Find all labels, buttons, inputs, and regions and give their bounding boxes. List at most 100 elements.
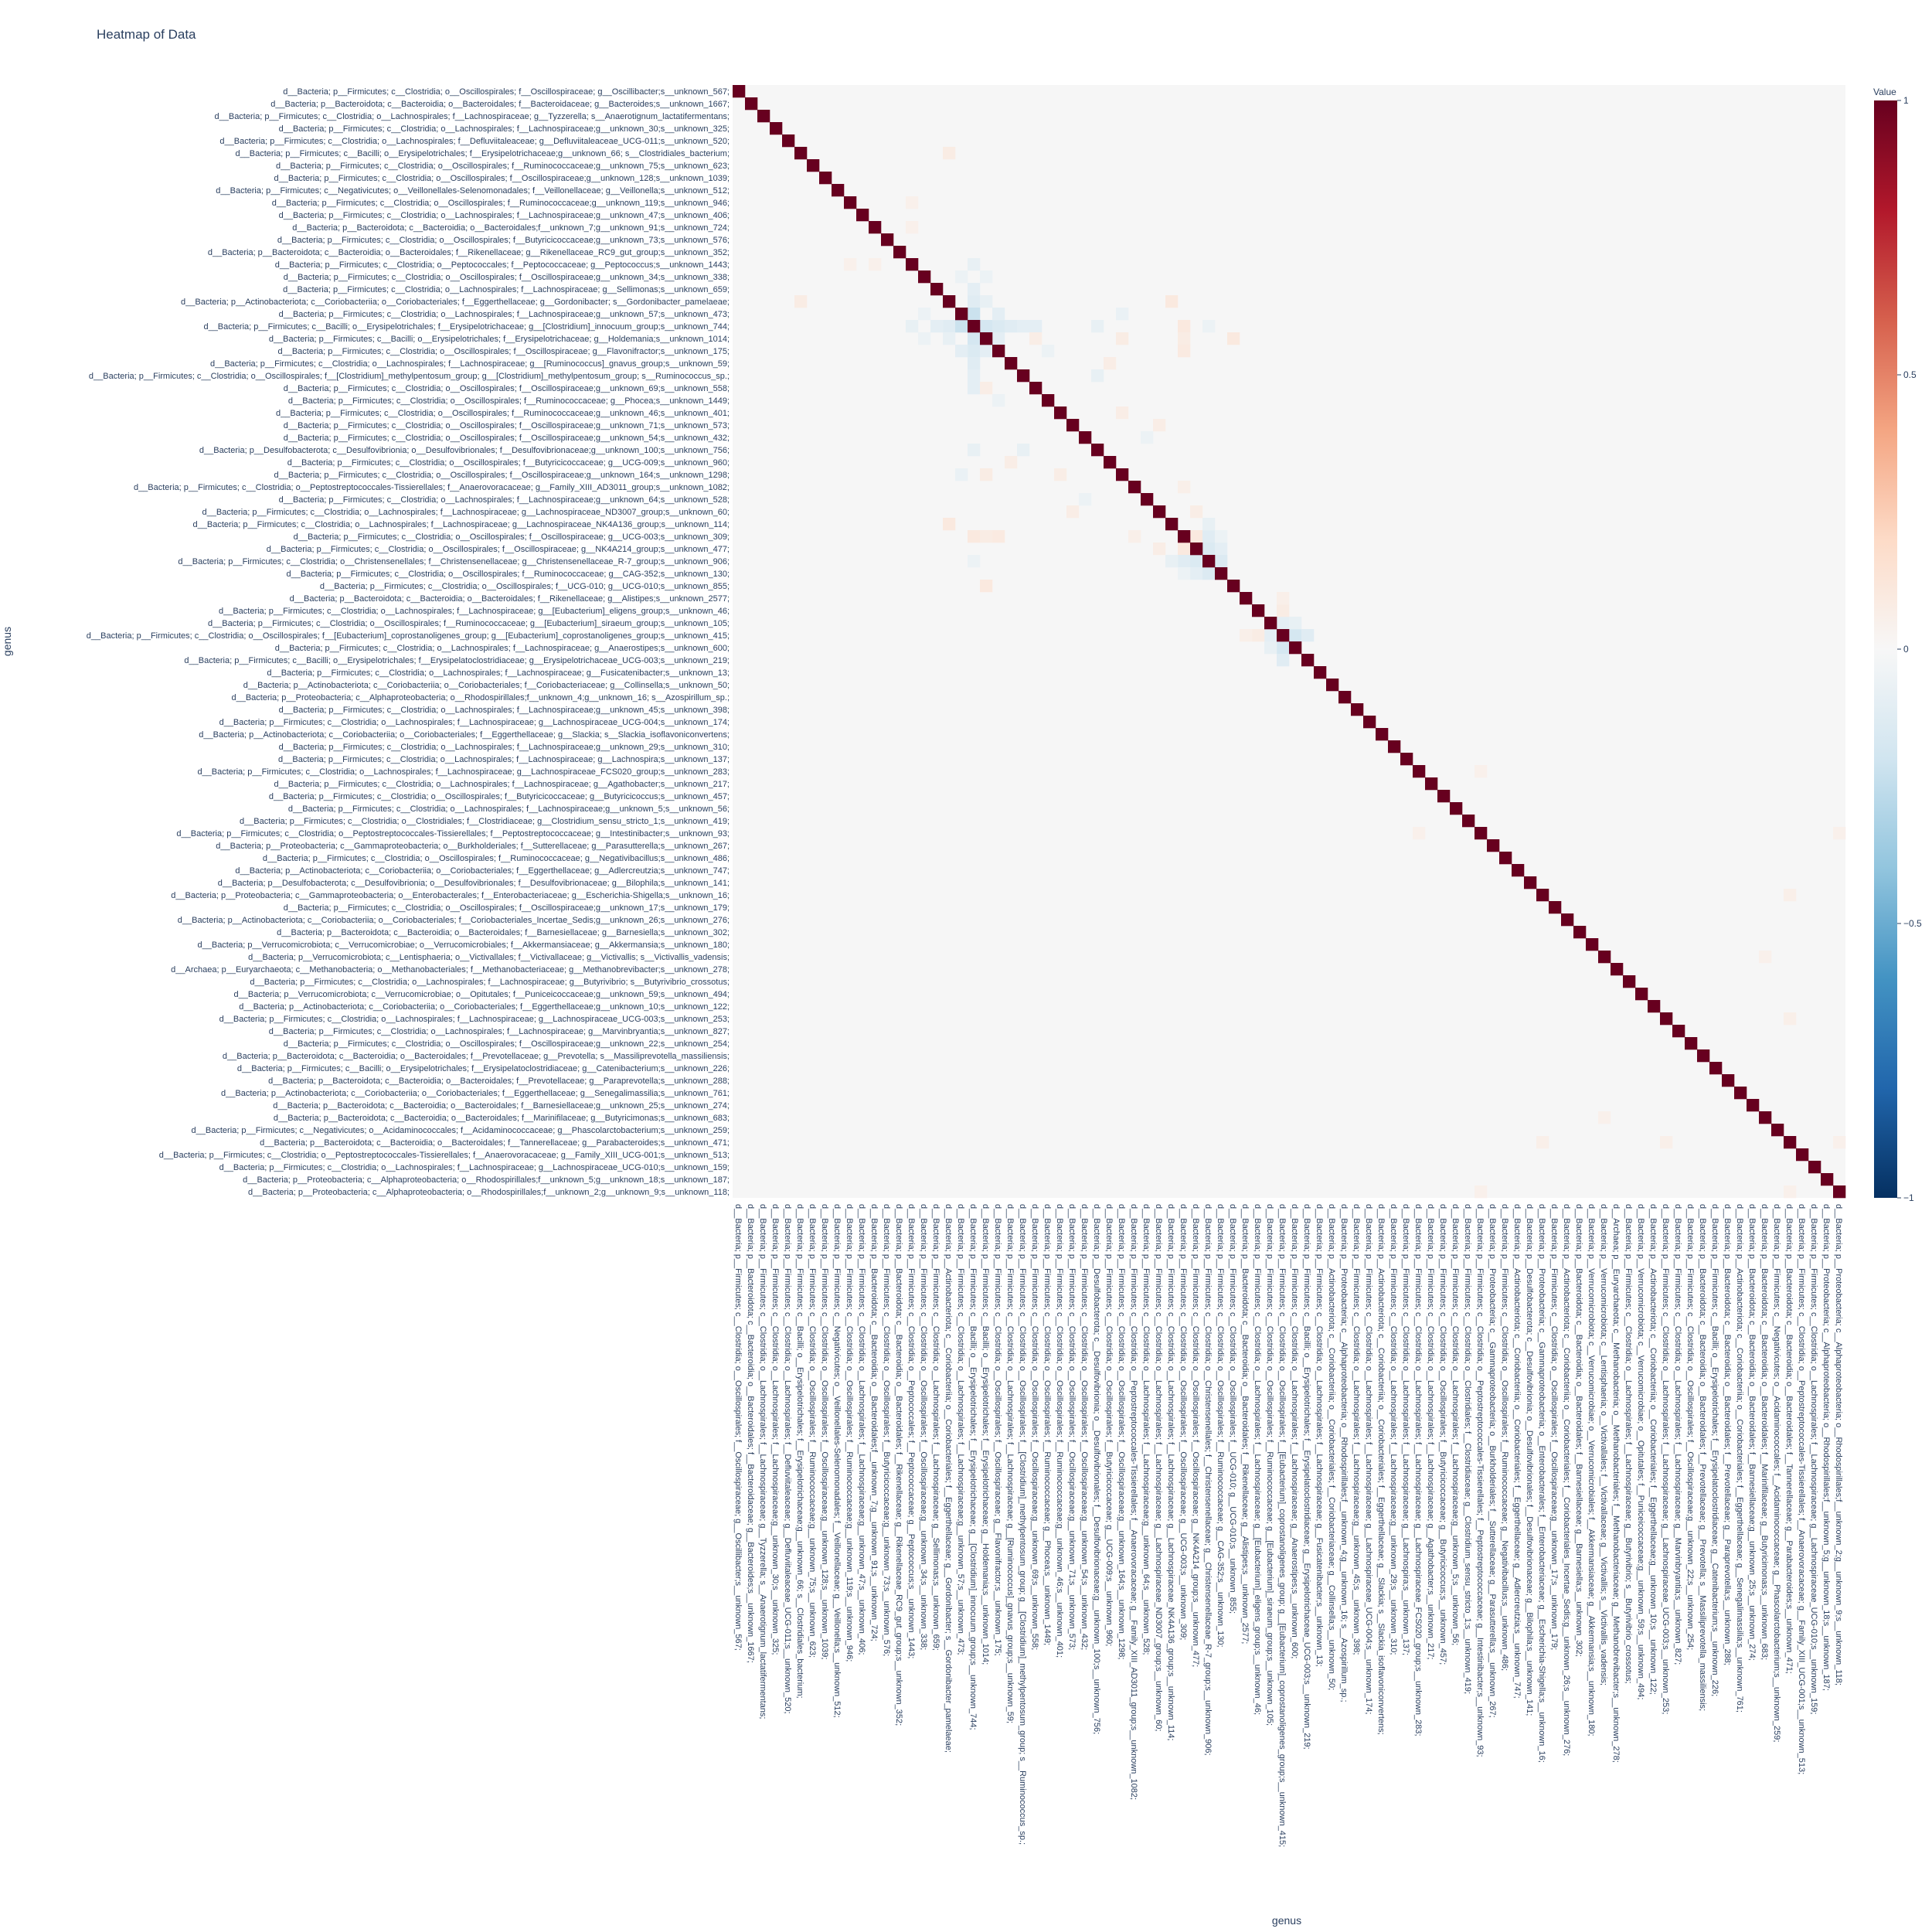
x-tick-label: d__Bacteria; p__Firmicutes; c__Negativic…: [832, 1204, 842, 1718]
y-tick-label: d__Bacteria; p__Verrucomicrobiota; c__Ve…: [234, 990, 730, 999]
y-tick-label: d__Bacteria; p__Firmicutes; c__Clostridi…: [288, 804, 730, 814]
heatmap-cell: [1660, 1012, 1673, 1026]
y-tick-label: d__Bacteria; p__Firmicutes; c__Clostridi…: [219, 1015, 730, 1024]
y-tick-label: d__Bacteria; p__Firmicutes; c__Clostridi…: [87, 631, 730, 641]
heatmap-cell: [1202, 567, 1216, 580]
y-tick-label: d__Bacteria; p__Firmicutes; c__Clostridi…: [278, 755, 730, 764]
heatmap-cell: [1301, 654, 1315, 667]
x-tick-label: d__Bacteria; p__Bacteroidota; c__Bactero…: [1723, 1204, 1732, 1665]
heatmap-cell: [1598, 1111, 1611, 1124]
heatmap-cell: [1833, 827, 1846, 840]
heatmap-cell: [955, 308, 968, 321]
heatmap-cell: [1709, 1062, 1723, 1075]
heatmap-cell: [943, 147, 956, 160]
x-tick-label: d__Bacteria; p__Firmicutes; c__Clostridi…: [1203, 1204, 1213, 1756]
x-tick-label: d__Bacteria; p__Bacteroidota; c__Bactero…: [1747, 1204, 1757, 1661]
x-tick-label: d__Bacteria; p__Firmicutes; c__Clostridi…: [1216, 1204, 1225, 1648]
heatmap-cell: [1784, 1012, 1797, 1026]
heatmap-cell: [1338, 691, 1352, 704]
y-tick-label: d__Bacteria; p__Proteobacteria; c__Alpha…: [248, 1188, 730, 1197]
heatmap-cell: [1153, 543, 1166, 556]
y-tick-label: d__Bacteria; p__Firmicutes; c__Clostridi…: [279, 124, 730, 134]
heatmap-cell: [1573, 926, 1587, 939]
y-tick-label: d__Bacteria; p__Verrucomicrobiota; c__Le…: [248, 953, 730, 962]
y-tick-label: d__Bacteria; p__Proteobacteria; c__Alpha…: [243, 1175, 730, 1185]
y-tick-label: d__Bacteria; p__Firmicutes; c__Clostridi…: [276, 162, 730, 171]
heatmap-cell: [1351, 703, 1364, 716]
x-tick-label: d__Bacteria; p__Firmicutes; c__Clostridi…: [1018, 1204, 1027, 1845]
x-tick-label: d__Bacteria; p__Firmicutes; c__Clostridi…: [1352, 1204, 1361, 1655]
heatmap-cell: [968, 369, 981, 383]
heatmap-cell: [1536, 1136, 1549, 1149]
y-tick-label: d__Bacteria; p__Firmicutes; c__Clostridi…: [284, 421, 730, 430]
heatmap-cell: [1277, 641, 1290, 655]
x-tick-label: d__Bacteria; p__Actinobacteriota; c__Cor…: [1648, 1204, 1658, 1695]
x-tick-label: d__Bacteria; p__Firmicutes; c__Clostridi…: [1253, 1204, 1262, 1715]
heatmap-cell: [955, 345, 968, 358]
x-tick-label: d__Bacteria; p__Actinobacteriota; c__Cor…: [1376, 1204, 1386, 1735]
x-tick-label: d__Bacteria; p__Firmicutes; c__Bacilli; …: [795, 1204, 804, 1699]
y-tick-label: d__Bacteria; p__Actinobacteriota; c__Cor…: [239, 1002, 730, 1012]
heatmap-cell: [832, 184, 845, 197]
heatmap-cell: [1178, 543, 1191, 556]
x-tick-label: d__Bacteria; p__Firmicutes; c__Clostridi…: [1005, 1204, 1015, 1723]
heatmap-cell: [930, 320, 944, 333]
heatmap-cell: [1685, 1037, 1698, 1050]
heatmap-cell: [1314, 666, 1327, 679]
heatmap-cell: [807, 159, 820, 172]
heatmap-cell: [733, 85, 746, 98]
y-tick-label: d__Bacteria; p__Firmicutes; c__Clostridi…: [219, 718, 730, 727]
x-tick-label: d__Bacteria; p__Bacteroidota; c__Bactero…: [1240, 1204, 1250, 1644]
x-tick-label: d__Bacteria; p__Firmicutes; c__Clostridi…: [1030, 1204, 1039, 1650]
x-tick-label: d__Bacteria; p__Firmicutes; c__Clostridi…: [993, 1204, 1002, 1656]
colorbar-tick-label: 0: [1903, 644, 1909, 655]
heatmap-cell: [1202, 555, 1216, 568]
heatmap-cell: [1017, 369, 1030, 383]
heatmap-cell: [1301, 629, 1315, 642]
heatmap-cell: [968, 295, 981, 308]
heatmap-cell: [1227, 332, 1240, 345]
y-tick-label: d__Bacteria; p__Firmicutes; c__Clostridi…: [276, 409, 730, 418]
heatmap-cell: [980, 468, 993, 481]
y-tick-label: d__Bacteria; p__Actinobacteriota; c__Cor…: [235, 866, 730, 876]
chart-title: Heatmap of Data: [97, 27, 196, 42]
x-tick-label: d__Bacteria; p__Firmicutes; c__Clostridi…: [919, 1204, 928, 1650]
heatmap-cell: [1029, 320, 1043, 333]
y-tick-label: d__Bacteria; p__Firmicutes; c__Clostridi…: [219, 1163, 730, 1172]
y-tick-label: d__Bacteria; p__Firmicutes; c__Clostridi…: [89, 372, 730, 381]
x-tick-label: d__Bacteria; p__Bacteroidota; c__Bactero…: [1760, 1204, 1769, 1660]
heatmap-cell: [1771, 1124, 1784, 1137]
y-tick-label: d__Bacteria; p__Bacteroidota; c__Bactero…: [274, 1114, 730, 1123]
heatmap-cell: [1005, 456, 1018, 469]
heatmap-cell: [1190, 555, 1203, 568]
heatmap-cell: [1784, 1185, 1797, 1199]
heatmap-cell: [1128, 530, 1141, 543]
x-tick-label: d__Bacteria; p__Proteobacteria; c__Alpha…: [1821, 1204, 1831, 1691]
y-tick-label: d__Bacteria; p__Firmicutes; c__Clostridi…: [287, 458, 730, 468]
heatmap-cell: [1277, 592, 1290, 605]
heatmap-cell: [1153, 419, 1166, 432]
y-tick-label: d__Bacteria; p__Bacteroidota; c__Bactero…: [270, 100, 730, 109]
heatmap-cell: [1722, 1074, 1735, 1087]
heatmap-cell: [1598, 951, 1611, 964]
y-tick-label: d__Bacteria; p__Firmicutes; c__Clostridi…: [275, 260, 730, 270]
heatmap-cell: [968, 308, 981, 321]
y-tick-label: d__Bacteria; p__Firmicutes; c__Clostridi…: [277, 347, 730, 356]
y-tick-label: d__Bacteria; p__Firmicutes; c__Bacilli; …: [237, 1064, 730, 1073]
heatmap-cell: [1202, 543, 1216, 556]
heatmap-cell: [992, 345, 1005, 358]
heatmap-cell: [980, 530, 993, 543]
y-tick-label: d__Bacteria; p__Proteobacteria; c__Gamma…: [171, 891, 730, 900]
heatmap-cell: [1462, 815, 1475, 828]
heatmap-cell: [1277, 604, 1290, 617]
y-tick-label: d__Archaea; p__Euryarchaeota; c__Methano…: [171, 965, 730, 975]
heatmap-cell: [1475, 1185, 1488, 1199]
y-tick-label: d__Bacteria; p__Firmicutes; c__Clostridi…: [294, 532, 730, 542]
heatmap-cell: [1190, 543, 1203, 556]
heatmap-cell: [1128, 481, 1141, 494]
heatmap-cell: [1512, 864, 1525, 877]
x-tick-label: d__Bacteria; p__Firmicutes; c__Clostridi…: [845, 1204, 854, 1662]
y-tick-label: d__Bacteria; p__Firmicutes; c__Clostridi…: [267, 545, 730, 554]
x-tick-label: d__Bacteria; p__Bacteroidota; c__Bactero…: [1698, 1204, 1707, 1711]
y-tick-label: d__Bacteria; p__Firmicutes; c__Clostridi…: [279, 310, 730, 319]
